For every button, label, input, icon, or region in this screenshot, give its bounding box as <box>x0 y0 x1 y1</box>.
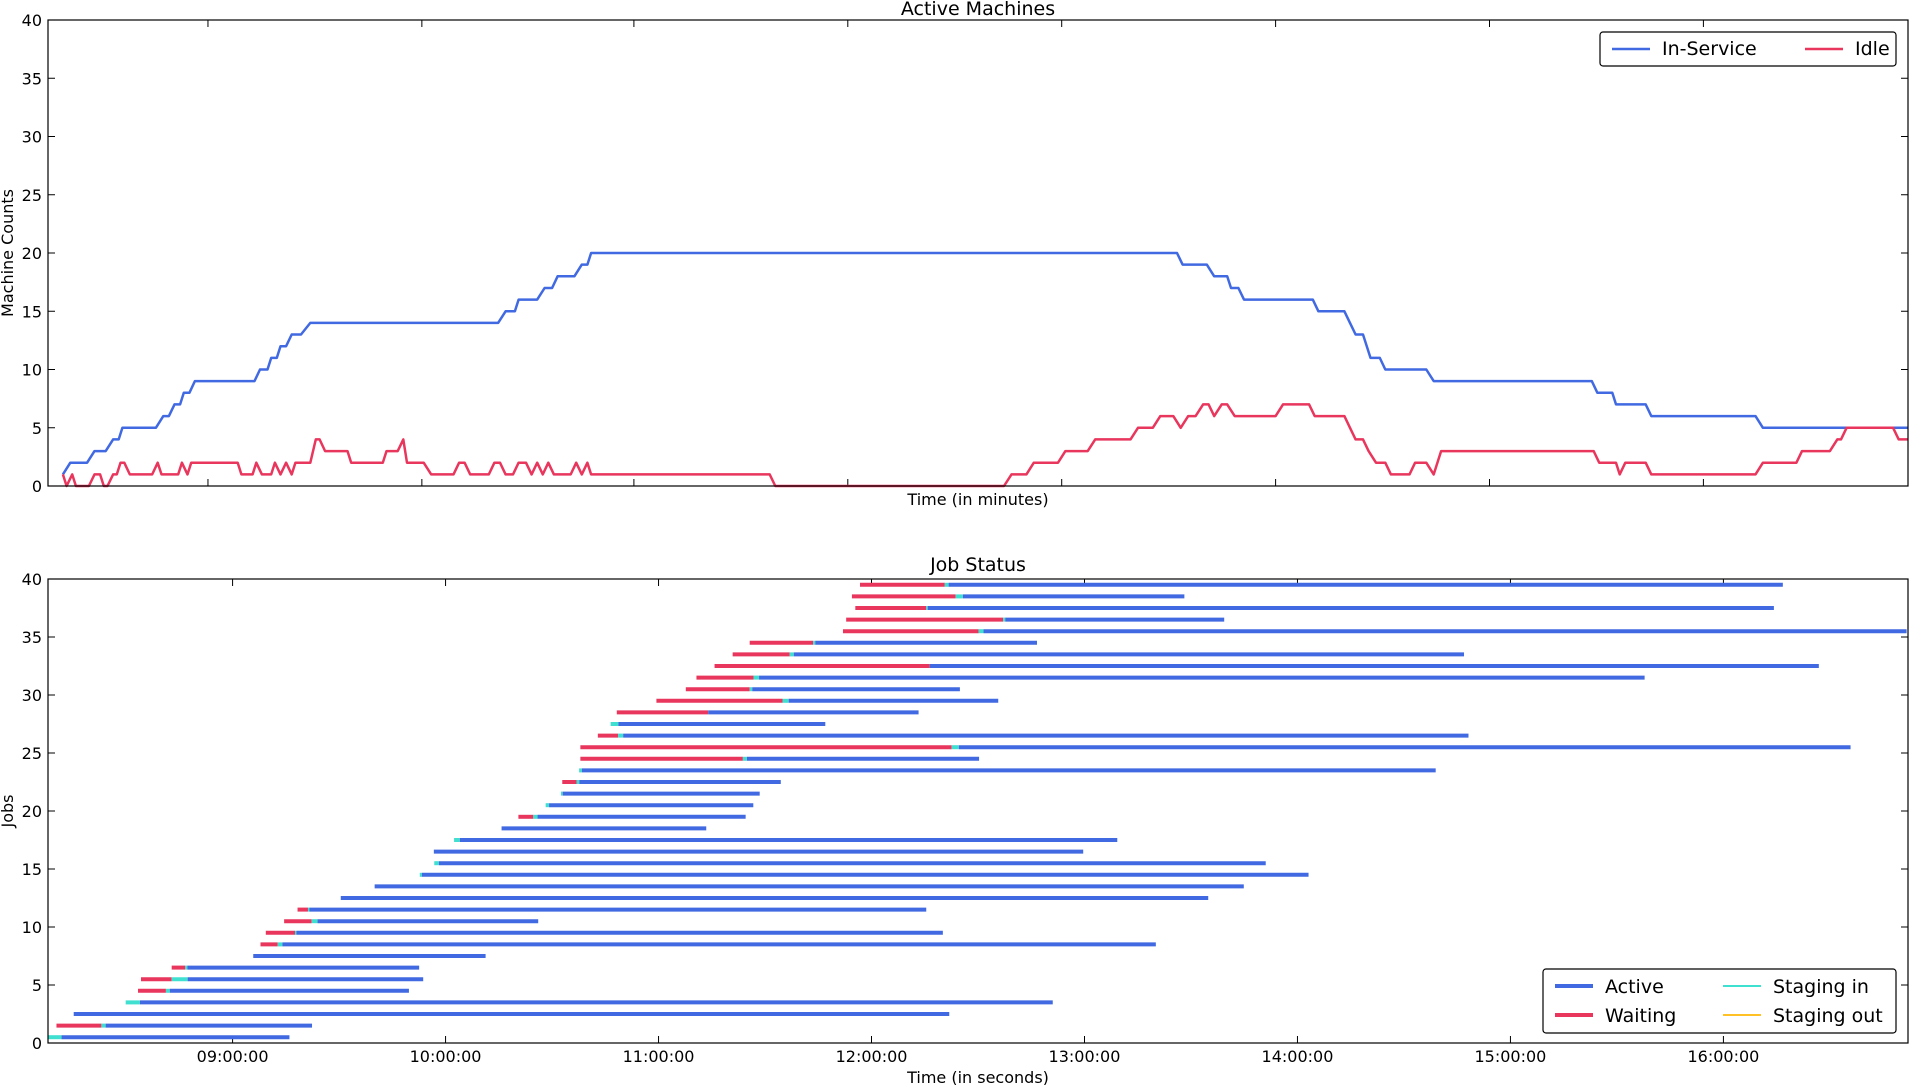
y-tick-label: 20 <box>22 244 42 263</box>
job-bars <box>47 582 1907 1040</box>
legend: Active Waiting Staging in Staging out <box>1542 968 1897 1034</box>
y-tick-label: 35 <box>22 628 42 647</box>
y-tick-label: 10 <box>22 918 42 937</box>
x-tick-label: 09:00:00 <box>197 1047 269 1066</box>
x-axis <box>207 20 1704 486</box>
x-axis-label: Time (in seconds) <box>906 1068 1049 1085</box>
series-line-idle <box>61 403 1908 488</box>
legend-label-staging-out: Staging out <box>1773 1005 1883 1027</box>
legend-box <box>1599 31 1897 67</box>
x-tick-label: 10:00:00 <box>410 1047 482 1066</box>
series-line-in-service <box>61 251 1908 476</box>
y-tick-label: 40 <box>22 570 42 589</box>
y-tick-label: 15 <box>22 302 42 321</box>
y-axis-label: Jobs <box>0 795 17 829</box>
x-tick-label: 14:00:00 <box>1262 1047 1334 1066</box>
y-tick-label: 30 <box>22 686 42 705</box>
x-tick-label: 13:00:00 <box>1049 1047 1121 1066</box>
legend-label-idle: Idle <box>1855 38 1890 60</box>
y-tick-label: 10 <box>22 361 42 380</box>
plot-frame <box>47 578 1909 1044</box>
y-axis-label: Machine Counts <box>0 189 17 317</box>
legend-box <box>1542 968 1897 1034</box>
y-tick-label: 15 <box>22 860 42 879</box>
legend-label-waiting: Waiting <box>1605 1005 1676 1027</box>
legend-label-active: Active <box>1605 976 1664 998</box>
y-tick-label: 30 <box>22 128 42 147</box>
y-tick-label: 0 <box>32 477 42 496</box>
x-tick-label: 15:00:00 <box>1475 1047 1547 1066</box>
y-axis: 0 5 10 15 20 25 30 35 40 <box>22 570 1908 1053</box>
x-axis-label: Time (in minutes) <box>906 490 1048 509</box>
legend-label-staging-in: Staging in <box>1773 976 1869 998</box>
active-machines-chart: Active Machines 0 5 10 15 20 25 30 35 40 Time (i… <box>0 0 1909 509</box>
x-tick-label: 11:00:00 <box>623 1047 695 1066</box>
y-tick-label: 20 <box>22 802 42 821</box>
legend: In-Service Idle <box>1599 31 1897 67</box>
chart-title: Job Status <box>929 554 1026 576</box>
job-status-chart: Job Status 0 5 10 15 20 25 30 35 40 09:00:00 10:0… <box>0 554 1909 1087</box>
series-lines <box>61 251 1908 488</box>
y-tick-label: 25 <box>22 186 42 205</box>
x-tick-label: 16:00:00 <box>1687 1047 1759 1066</box>
x-axis: 09:00:00 10:00:00 11:00:00 12:00:00 13:00:00… <box>197 579 1759 1066</box>
y-axis: 0 5 10 15 20 25 30 35 40 <box>22 11 1908 496</box>
y-tick-label: 0 <box>32 1034 42 1053</box>
y-tick-label: 5 <box>32 419 42 438</box>
y-tick-label: 35 <box>22 69 42 88</box>
y-tick-label: 40 <box>22 11 42 30</box>
plot-frame <box>47 19 1909 487</box>
y-tick-label: 25 <box>22 744 42 763</box>
chart-title: Active Machines <box>901 0 1055 20</box>
legend-label-in-service: In-Service <box>1662 38 1757 60</box>
y-tick-label: 5 <box>32 976 42 995</box>
x-tick-label: 12:00:00 <box>836 1047 908 1066</box>
